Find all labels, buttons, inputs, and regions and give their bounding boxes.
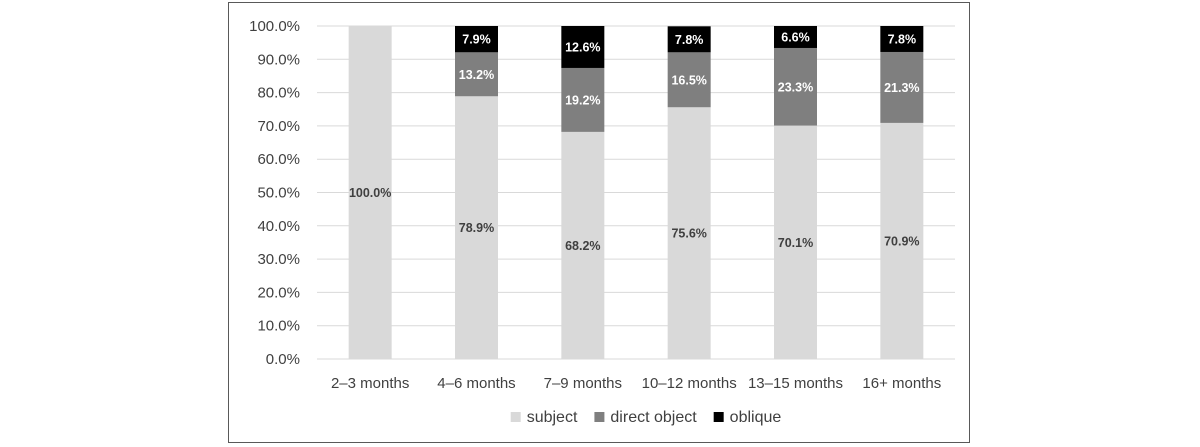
x-axis-tick-labels: 2–3 months 4–6 months 7–9 months 10–12 mont… xyxy=(331,375,941,392)
data-label: 13.2% xyxy=(459,68,494,82)
bar-segment xyxy=(667,52,711,108)
bar-segment xyxy=(561,26,605,68)
bar-segment xyxy=(561,67,605,132)
legend-swatch xyxy=(594,412,605,422)
data-label: 68.2% xyxy=(565,239,600,253)
bar-segment xyxy=(455,26,498,53)
bar-segment xyxy=(561,131,605,359)
x-tick-label: 10–12 months xyxy=(642,375,737,392)
bar-segment xyxy=(880,26,924,52)
y-tick-label: 80.0% xyxy=(257,85,300,102)
y-tick-label: 30.0% xyxy=(257,251,300,268)
gridlines xyxy=(317,25,955,360)
y-tick-label: 90.0% xyxy=(257,51,300,68)
data-label: 7.9% xyxy=(462,33,491,47)
data-label: 7.8% xyxy=(888,32,917,46)
data-label: 19.2% xyxy=(565,93,600,107)
x-tick-label: 7–9 months xyxy=(544,375,622,392)
legend-label: oblique xyxy=(730,409,782,426)
y-axis-tick-labels: 0.0% 10.0% 20.0% 30.0% 40.0% 50.0% 60.0% 70.0% 8… xyxy=(249,18,300,368)
bar-segment xyxy=(455,52,498,97)
chart-frame: 0.0% 10.0% 20.0% 30.0% 40.0% 50.0% 60.0% 70.0% 8… xyxy=(228,2,970,443)
y-tick-label: 10.0% xyxy=(257,318,300,335)
y-tick-label: 50.0% xyxy=(257,185,300,202)
bar-segment xyxy=(348,26,392,359)
data-label: 78.9% xyxy=(459,221,494,235)
bar-segment xyxy=(774,26,817,48)
y-tick-label: 20.0% xyxy=(257,284,300,301)
data-label: 23.3% xyxy=(778,80,813,94)
data-label: 70.1% xyxy=(778,236,813,250)
legend-swatch xyxy=(510,412,521,422)
data-label: 70.9% xyxy=(884,234,919,248)
bar-segment xyxy=(667,107,711,359)
legend-label: subject xyxy=(527,409,578,426)
x-tick-label: 2–3 months xyxy=(331,375,409,392)
data-label: 16.5% xyxy=(671,73,706,87)
data-label: 100.0% xyxy=(349,186,391,200)
data-label: 21.3% xyxy=(884,81,919,95)
y-tick-label: 0.0% xyxy=(266,351,300,368)
bar-segment xyxy=(455,96,498,359)
data-labels: 100.0% 78.9% 13.2% 7.9% 68.2% 19.2% 12.6% 75.6%… xyxy=(349,30,920,252)
data-label: 12.6% xyxy=(565,40,600,54)
bar-segment xyxy=(880,122,924,359)
data-label: 6.6% xyxy=(781,30,810,44)
data-label: 7.8% xyxy=(675,33,704,47)
x-tick-label: 13–15 months xyxy=(748,375,843,392)
legend-swatch xyxy=(713,412,724,422)
legend-label: direct object xyxy=(610,409,697,426)
bar-segment xyxy=(880,51,924,123)
y-tick-label: 60.0% xyxy=(257,151,300,168)
legend: subject direct object oblique xyxy=(510,409,782,426)
bar-segment xyxy=(774,47,817,126)
y-tick-label: 40.0% xyxy=(257,218,300,235)
y-tick-label: 70.0% xyxy=(257,118,300,135)
bar-segment xyxy=(667,26,711,53)
bars xyxy=(348,26,924,359)
bar-segment xyxy=(774,125,817,359)
stacked-bar-chart: 0.0% 10.0% 20.0% 30.0% 40.0% 50.0% 60.0% 70.0% 8… xyxy=(249,18,955,426)
data-label: 75.6% xyxy=(671,227,706,241)
x-tick-label: 4–6 months xyxy=(437,375,515,392)
x-tick-label: 16+ months xyxy=(862,375,941,392)
y-tick-label: 100.0% xyxy=(249,18,300,35)
